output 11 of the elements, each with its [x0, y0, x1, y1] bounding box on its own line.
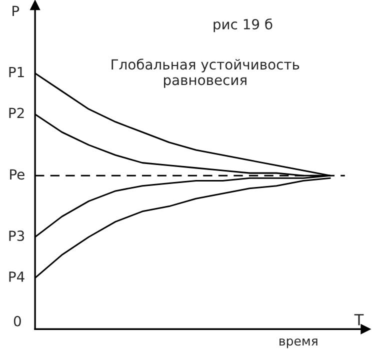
annotation: Глобальная устойчивость равновесия [112, 58, 300, 88]
text: P4 [9, 272, 24, 282]
x-axis-title: время [280, 338, 318, 348]
y-axis-title: P [12, 6, 20, 16]
text: 0 [14, 316, 21, 326]
text: P3 [9, 230, 24, 242]
text: P1 [9, 66, 24, 78]
ref-line-label: Pe [10, 169, 24, 180]
x2-axis-title: T [354, 314, 364, 326]
chart-title: рис 19 б [214, 18, 272, 32]
text: P2 [9, 108, 24, 118]
